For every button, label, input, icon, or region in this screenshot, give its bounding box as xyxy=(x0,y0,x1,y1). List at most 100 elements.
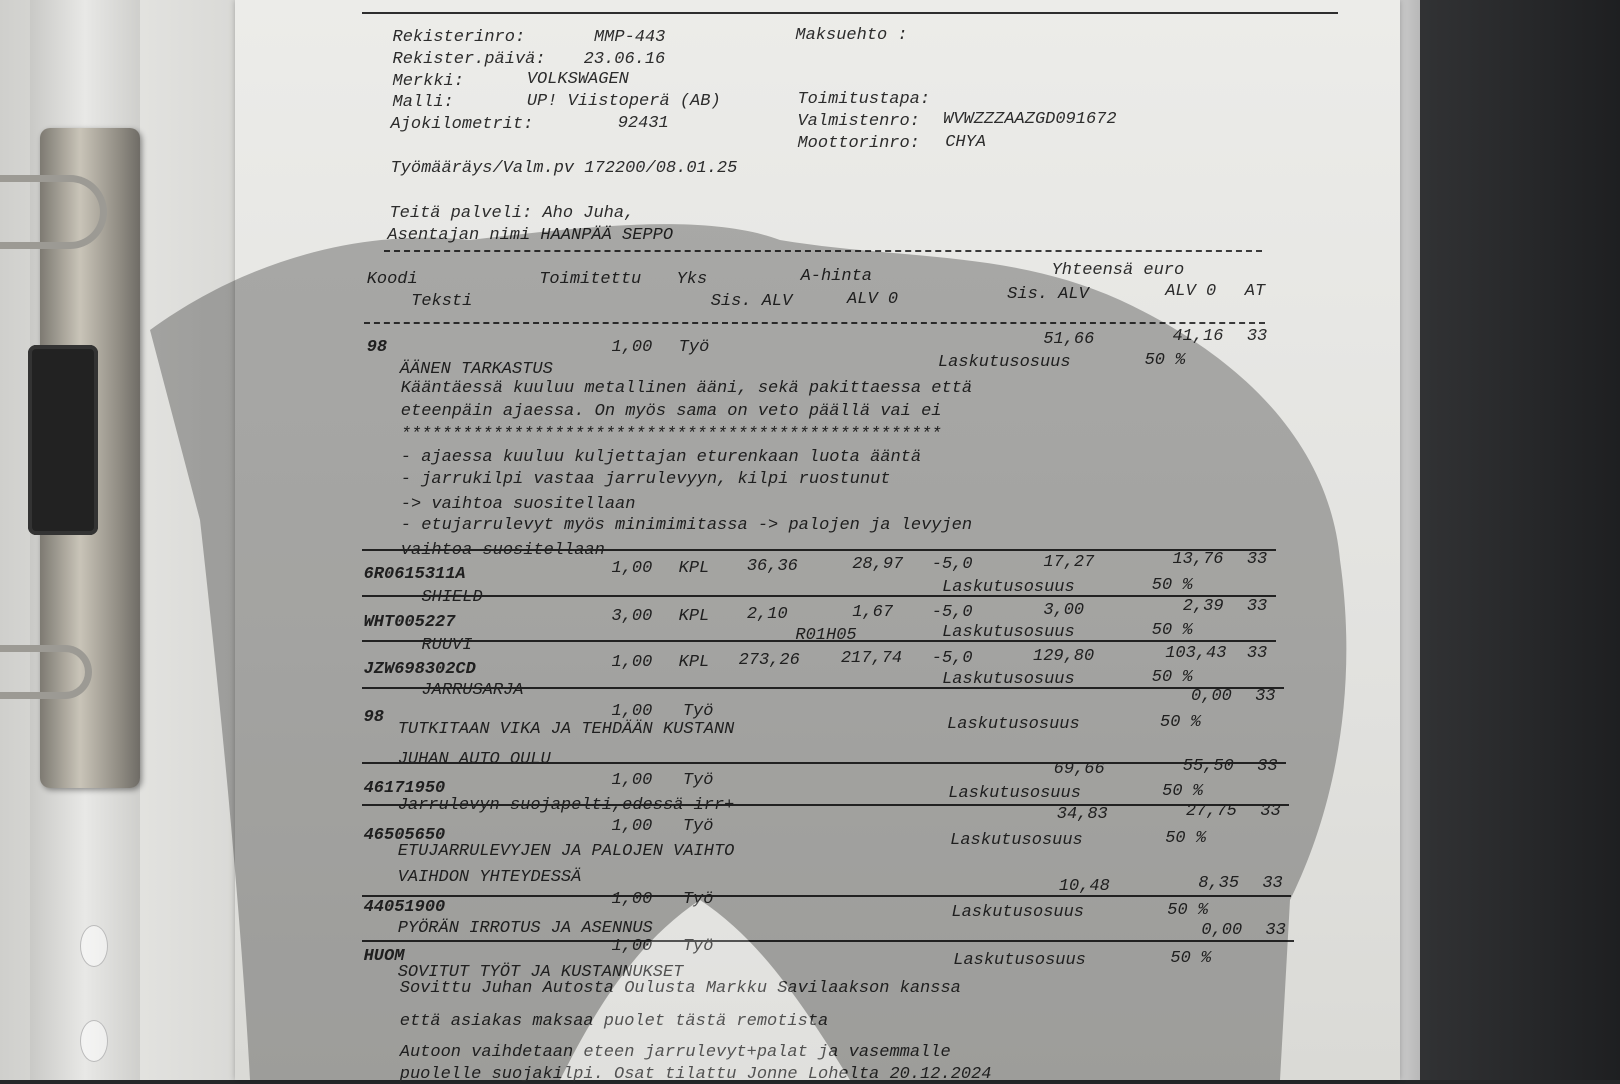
billing-share-value: 50 % xyxy=(1160,713,1201,733)
punch-hole xyxy=(80,925,108,967)
separator-line xyxy=(361,803,1290,806)
item-unit-price-excl-vat: 217,74 xyxy=(840,649,903,669)
billing-share-value: 50 % xyxy=(1151,667,1193,687)
billing-share-label: Laskutusosuus xyxy=(942,669,1075,689)
item-vat-code: 33 xyxy=(1255,687,1276,707)
item-location: R01H05 xyxy=(795,626,857,646)
item-quantity: 1,00 xyxy=(611,817,653,837)
separator-line xyxy=(363,322,1266,325)
col-delivered: Toimitettu xyxy=(539,269,642,289)
item-unit: Työ xyxy=(682,701,714,721)
col-total-excl-vat: ALV 0 xyxy=(1165,282,1217,302)
item-unit: Työ xyxy=(682,889,714,909)
engine-label: Moottorinro: xyxy=(797,133,920,153)
col-at: AT xyxy=(1244,282,1266,302)
billing-share-value: 50 % xyxy=(1170,948,1212,968)
separator-line xyxy=(361,762,1287,765)
item-discount: -5,0 xyxy=(931,602,973,622)
item-discount: -5,0 xyxy=(931,555,973,575)
item-total-incl-vat: 51,66 xyxy=(1043,329,1095,349)
item-total-incl-vat: 129,80 xyxy=(1033,647,1095,667)
item-note: - ajaessa kuuluu kuljettajan eturenkaan … xyxy=(400,447,922,467)
mileage-label: Ajokilometrit: xyxy=(390,115,534,135)
item-vat-code: 33 xyxy=(1246,643,1268,663)
binder-lever[interactable] xyxy=(28,345,98,535)
item-code: JZW698302CD xyxy=(363,660,476,680)
col-total: Yhteensä euro xyxy=(1051,260,1185,280)
item-total-excl-vat: 8,35 xyxy=(1198,874,1240,894)
separator-line xyxy=(361,548,1276,551)
binder-ring-icon xyxy=(0,175,107,249)
col-unit: Yks xyxy=(676,269,708,289)
item-total-excl-vat: 103,43 xyxy=(1165,643,1227,663)
billing-share-value: 50 % xyxy=(1162,782,1203,802)
billing-share-value: 50 % xyxy=(1151,575,1193,595)
billing-share-label: Laskutusosuus xyxy=(942,623,1075,643)
item-total-excl-vat: 0,00 xyxy=(1201,920,1243,940)
punch-hole xyxy=(80,1020,108,1062)
item-quantity: 1,00 xyxy=(611,701,653,721)
item-quantity: 1,00 xyxy=(611,889,653,909)
billing-share-label: Laskutusosuus xyxy=(942,577,1075,597)
item-description: SOVITUT TYÖT JA KUSTANNUKSET xyxy=(397,963,684,983)
separator-line xyxy=(361,640,1276,643)
billing-share-value: 50 % xyxy=(1165,828,1207,848)
item-total-excl-vat: 13,76 xyxy=(1172,549,1224,569)
col-unit-excl-vat: ALV 0 xyxy=(847,289,899,309)
billing-share-label: Laskutusosuus xyxy=(951,903,1085,923)
item-unit-price-incl-vat: 2,10 xyxy=(746,604,788,624)
item-quantity: 1,00 xyxy=(611,559,653,579)
item-unit-price-excl-vat: 28,97 xyxy=(852,555,904,575)
item-description-line-2: VAIHDON YHTEYDESSÄ xyxy=(397,868,582,888)
invoice-paper xyxy=(235,0,1400,1080)
item-quantity: 1,00 xyxy=(611,937,653,957)
reg-date-value: 23.06.16 xyxy=(583,49,666,69)
mechanic-name: Asentajan nimi HAANPÄÄ SEPPO xyxy=(387,225,674,245)
item-quantity: 1,00 xyxy=(611,338,653,358)
item-code: 98 xyxy=(363,707,385,727)
item-unit: KPL xyxy=(678,606,710,626)
item-unit: KPL xyxy=(678,653,710,673)
item-unit: Työ xyxy=(678,338,710,358)
item-note: Sovittu Juhan Autosta Oulusta Markku Sav… xyxy=(399,978,961,998)
separator-line xyxy=(361,940,1295,943)
item-vat-code: 33 xyxy=(1260,801,1281,821)
item-unit-price-incl-vat: 36,36 xyxy=(746,557,798,577)
item-unit: KPL xyxy=(678,559,710,579)
payment-terms-label: Maksuehto : xyxy=(795,26,908,46)
billing-share-value: 50 % xyxy=(1151,621,1193,641)
billing-share-label: Laskutusosuus xyxy=(950,830,1083,850)
billing-share-label: Laskutusosuus xyxy=(948,784,1081,804)
item-total-excl-vat: 27,75 xyxy=(1185,801,1237,821)
item-description: JARRUSARJA xyxy=(421,681,524,701)
billing-share-label: Laskutusosuus xyxy=(937,352,1071,372)
model-value: UP! Viistoperä (AB) xyxy=(526,92,721,112)
engine-value: CHYA xyxy=(945,132,986,152)
col-unit-incl-vat: Sis. ALV xyxy=(710,291,793,311)
item-total-excl-vat: 2,39 xyxy=(1182,597,1224,617)
col-code: Koodi xyxy=(366,269,418,289)
item-unit: Työ xyxy=(682,937,714,957)
item-code: 44051900 xyxy=(363,898,446,918)
item-unit: Työ xyxy=(682,817,714,837)
item-description: PYÖRÄN IRROTUS JA ASENNUS xyxy=(397,918,653,938)
item-description: ETUJARRULEVYJEN JA PALOJEN VAIHTO xyxy=(397,842,735,862)
vin-label: Valmistenro: xyxy=(797,111,920,131)
separator-line xyxy=(361,686,1285,689)
item-description: TUTKITAAN VIKA JA TEHDÄÄN KUSTANN xyxy=(397,720,735,740)
item-unit-price-excl-vat: 1,67 xyxy=(852,602,894,622)
item-vat-code: 33 xyxy=(1246,549,1268,569)
item-description: SHIELD xyxy=(421,588,483,608)
item-unit-price-incl-vat: 273,26 xyxy=(738,651,800,671)
item-total-excl-vat: 55,50 xyxy=(1182,756,1234,776)
separator-line xyxy=(361,12,1338,15)
reg-value: MMP-443 xyxy=(593,28,666,48)
item-code: 46171950 xyxy=(363,779,446,799)
item-vat-code: 33 xyxy=(1265,920,1286,940)
item-quantity: 1,00 xyxy=(611,653,653,673)
separator-line xyxy=(361,595,1276,597)
make-value: VOLKSWAGEN xyxy=(526,69,629,89)
item-code: WHT005227 xyxy=(363,612,456,632)
item-code: 46505650 xyxy=(363,825,446,845)
item-total-incl-vat: 10,48 xyxy=(1058,877,1110,897)
